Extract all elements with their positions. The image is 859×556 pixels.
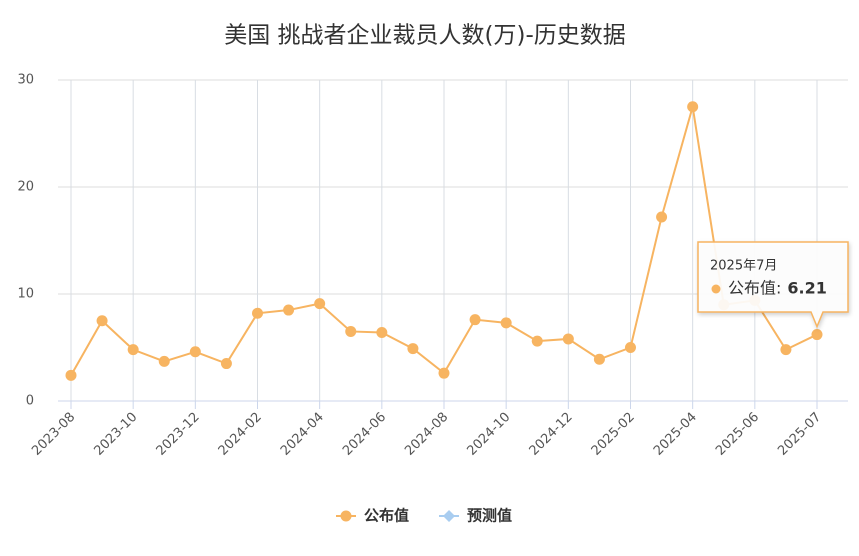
legend-symbol: [443, 510, 456, 522]
x-tick-label: 2025-04: [651, 410, 700, 459]
x-tick-label: 2023-08: [29, 410, 78, 459]
data-point: [500, 317, 512, 329]
data-point: [189, 346, 201, 358]
data-point: [345, 325, 357, 337]
y-tick-label: 30: [17, 73, 34, 88]
data-point: [593, 353, 605, 365]
data-point: [314, 298, 326, 310]
legend-item[interactable]: 预测值: [439, 507, 512, 525]
x-tick-label: 2024-02: [216, 410, 265, 459]
y-tick-label: 10: [17, 287, 34, 302]
data-point: [811, 329, 823, 341]
tooltip-label: 公布值:: [728, 279, 781, 298]
data-point: [283, 304, 295, 316]
data-point: [656, 211, 668, 223]
legend-symbol: [340, 510, 352, 522]
data-point: [65, 369, 77, 381]
x-tick-label: 2024-06: [340, 410, 389, 459]
data-point: [96, 315, 108, 327]
legend-item[interactable]: 公布值: [336, 507, 409, 525]
x-tick-label: 2025-02: [589, 410, 638, 459]
tooltip-value: 6.21: [787, 279, 826, 298]
tooltip-title: 2025年7月: [710, 259, 777, 274]
data-point: [562, 333, 574, 345]
tooltip-dot: [711, 284, 721, 294]
data-point: [252, 307, 263, 319]
chart-title: 美国 挑战者企业裁员人数(万)-历史数据: [224, 23, 626, 49]
data-point: [438, 367, 450, 379]
x-tick-label: 2023-10: [91, 410, 140, 459]
data-point: [220, 358, 232, 370]
x-tick-label: 2024-04: [278, 410, 327, 459]
x-tick-label: 2024-10: [464, 410, 513, 459]
x-tick-label: 2025-06: [713, 410, 762, 459]
x-tick-label: 2023-12: [154, 410, 203, 459]
data-point: [531, 335, 543, 347]
data-point: [407, 343, 419, 355]
data-point: [687, 101, 699, 113]
data-point: [376, 327, 388, 339]
x-tick-label: 2024-12: [527, 410, 576, 459]
data-point: [625, 342, 636, 353]
x-tick-label: 2025-07: [775, 410, 824, 459]
data-point: [127, 344, 139, 356]
legend-label: 预测值: [467, 507, 512, 525]
legend-label: 公布值: [364, 507, 409, 525]
tooltip-box: [697, 241, 849, 329]
data-point: [469, 314, 481, 326]
x-tick-label: 2024-08: [402, 410, 451, 459]
y-tick-label: 20: [17, 180, 34, 195]
data-point: [780, 344, 792, 356]
y-tick-label: 0: [26, 394, 34, 409]
data-point: [158, 355, 170, 367]
